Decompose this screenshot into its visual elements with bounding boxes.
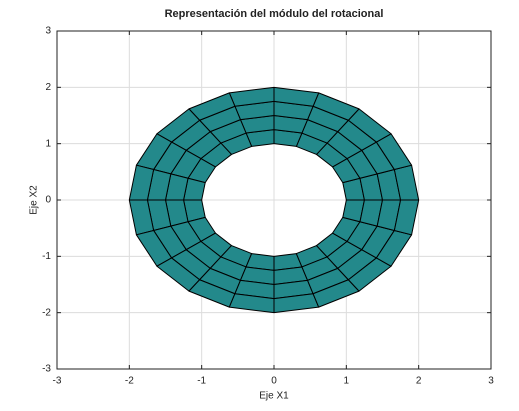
x-tick-label: 1 xyxy=(344,376,350,387)
y-tick-label: 1 xyxy=(45,138,51,149)
x-tick-label: 2 xyxy=(416,376,422,387)
y-tick-label: 0 xyxy=(45,195,51,206)
x-tick-label: 0 xyxy=(271,376,277,387)
mesh-cell xyxy=(393,199,420,236)
y-tick-label: 3 xyxy=(45,26,51,37)
y-tick-label: -1 xyxy=(42,251,51,262)
x-axis-label: Eje X1 xyxy=(259,391,289,402)
x-tick-label: -1 xyxy=(197,376,206,387)
y-axis-label: Eje X2 xyxy=(29,185,40,215)
x-tick-label: -3 xyxy=(53,376,62,387)
x-tick-label: 3 xyxy=(488,376,494,387)
chart-title: Representación del módulo del rotacional xyxy=(165,8,384,20)
x-tick-label: -2 xyxy=(125,376,134,387)
plot-frame xyxy=(56,30,492,370)
y-tick-label: 2 xyxy=(45,82,51,93)
y-tick-label: -2 xyxy=(42,307,51,318)
y-tick-label: -3 xyxy=(42,364,51,375)
